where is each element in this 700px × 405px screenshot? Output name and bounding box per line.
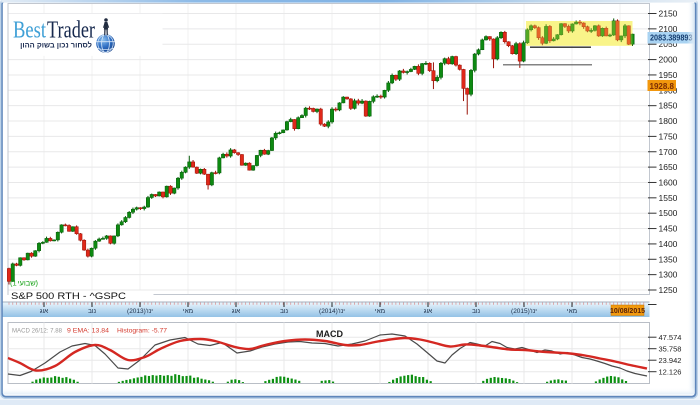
- svg-text:ינו'(2014): ינו'(2014): [319, 308, 345, 315]
- svg-text:1750: 1750: [659, 131, 678, 141]
- svg-text:נוב: נוב: [280, 308, 289, 315]
- svg-text:אוג: אוג: [40, 308, 49, 315]
- svg-text:1500: 1500: [659, 208, 678, 218]
- svg-text:1550: 1550: [659, 193, 678, 203]
- svg-text:MACD 26/12: 7.88: MACD 26/12: 7.88: [12, 328, 62, 335]
- svg-text:1600: 1600: [659, 177, 678, 187]
- svg-text:1800: 1800: [659, 116, 678, 126]
- svg-text:שבועי: שבועי: [18, 279, 37, 288]
- svg-text:1400: 1400: [659, 239, 678, 249]
- svg-text:אוג: אוג: [232, 308, 241, 315]
- svg-text:ינו'(2015): ינו'(2015): [511, 308, 537, 315]
- svg-text:Trader: Trader: [47, 18, 95, 44]
- svg-text:מאי: מאי: [375, 308, 385, 315]
- svg-text:47.574: 47.574: [659, 333, 682, 342]
- svg-text:1850: 1850: [659, 101, 678, 111]
- svg-text:מאי: מאי: [567, 308, 577, 315]
- svg-text:1700: 1700: [659, 147, 678, 157]
- svg-text:2000: 2000: [659, 55, 678, 65]
- svg-text:1650: 1650: [659, 162, 678, 172]
- svg-text:1250: 1250: [659, 285, 678, 295]
- svg-text:9 EMA: 13.84: 9 EMA: 13.84: [67, 328, 109, 335]
- svg-text:12.126: 12.126: [659, 367, 682, 376]
- svg-text:אוג: אוג: [424, 308, 433, 315]
- svg-text:S&P 500 RTH - ^GSPC: S&P 500 RTH - ^GSPC: [11, 291, 127, 301]
- svg-text:35.758: 35.758: [659, 344, 682, 353]
- svg-text:ינו'(2013): ינו'(2013): [127, 308, 153, 315]
- svg-text:מאי: מאי: [183, 308, 193, 315]
- svg-text:1300: 1300: [659, 270, 678, 280]
- svg-text:1350: 1350: [659, 254, 678, 264]
- svg-text:2050: 2050: [659, 39, 678, 49]
- svg-text:Best: Best: [13, 18, 46, 44]
- svg-text:נוב: נוב: [88, 308, 97, 315]
- svg-text:1450: 1450: [659, 224, 678, 234]
- svg-text:1950: 1950: [659, 70, 678, 80]
- svg-text:1928.8: 1928.8: [650, 82, 675, 91]
- svg-text:נוב: נוב: [472, 308, 481, 315]
- svg-text:(1: (1: [10, 279, 17, 288]
- svg-text:2083.389893: 2083.389893: [650, 34, 693, 43]
- svg-text:Histogram: -5.77: Histogram: -5.77: [117, 328, 167, 335]
- svg-text:MACD: MACD: [316, 329, 343, 339]
- svg-text:לסחור נכון בשוק ההון: לסחור נכון בשוק ההון: [20, 41, 92, 50]
- svg-text:2150: 2150: [659, 9, 678, 19]
- svg-text:2100: 2100: [659, 24, 678, 34]
- svg-text:): ): [36, 279, 39, 288]
- svg-text:23.942: 23.942: [659, 356, 682, 365]
- svg-text:10/08/2015: 10/08/2015: [610, 308, 645, 315]
